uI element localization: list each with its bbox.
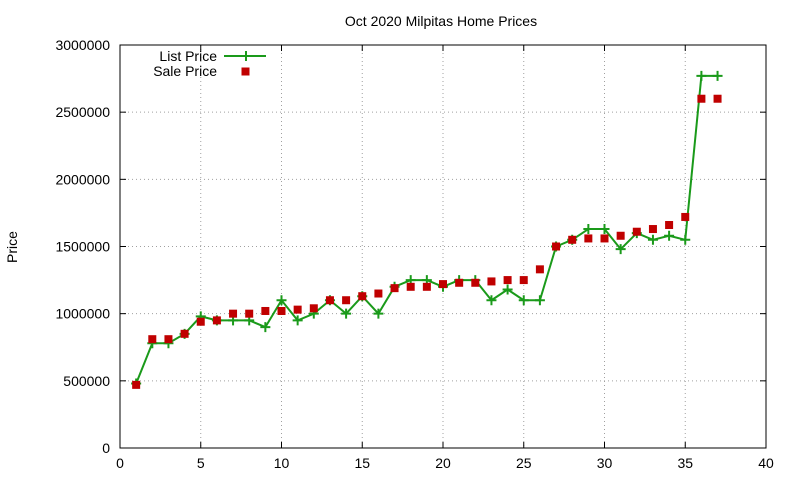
sale-price-point <box>632 227 641 236</box>
list-price-point <box>373 308 384 319</box>
sale-price-point <box>552 242 561 251</box>
sale-price-point <box>648 225 657 234</box>
x-tick-label: 0 <box>116 455 124 471</box>
series-layer <box>131 70 723 389</box>
sale-price-point <box>212 316 221 325</box>
list-price-point <box>534 295 545 306</box>
x-tick-label: 20 <box>435 455 451 471</box>
sale-price-point <box>293 305 302 314</box>
sale-price-point <box>713 94 722 103</box>
x-tick-label: 25 <box>516 455 532 471</box>
list-price-point <box>260 322 271 333</box>
sale-price-point <box>471 278 480 287</box>
x-tick-label: 30 <box>597 455 613 471</box>
series-line-list-price <box>135 74 718 384</box>
x-tick-label: 35 <box>677 455 693 471</box>
sale-price-point <box>342 296 351 305</box>
sale-price-point <box>180 329 189 338</box>
sale-price-point <box>229 309 238 318</box>
sale-price-point <box>697 94 706 103</box>
sale-price-point <box>439 280 447 289</box>
list-price-point <box>680 234 691 245</box>
legend: List Price Sale Price <box>153 48 266 79</box>
y-tick-label: 1500000 <box>55 239 110 255</box>
chart-title: Oct 2020 Milpitas Home Prices <box>345 13 537 29</box>
sale-price-point <box>358 292 367 301</box>
sale-price-point <box>406 282 415 291</box>
x-tick-label: 40 <box>758 455 774 471</box>
sale-price-point <box>503 276 512 285</box>
y-tick-label: 3000000 <box>55 37 110 53</box>
sale-price-point <box>277 306 286 315</box>
list-price-point <box>518 295 529 306</box>
x-tick-label: 5 <box>197 455 205 471</box>
sale-price-point <box>422 282 431 291</box>
list-price-point <box>502 284 513 295</box>
grid-lines <box>120 45 766 448</box>
sale-price-point <box>245 309 254 318</box>
x-tick-label: 15 <box>354 455 370 471</box>
sale-price-point <box>390 284 399 293</box>
y-tick-label: 2500000 <box>55 104 110 120</box>
sale-price-point <box>600 234 609 243</box>
sale-price-point <box>374 289 383 298</box>
list-price-point <box>486 295 497 306</box>
list-price-point <box>583 224 594 235</box>
sale-price-point <box>665 221 674 230</box>
list-price-point <box>615 244 626 255</box>
x-tick-label: 10 <box>274 455 290 471</box>
legend-marker-list-price <box>241 51 251 61</box>
legend-marker-sale-price <box>241 67 250 76</box>
sale-price-point <box>132 380 141 389</box>
list-price-point <box>276 295 287 306</box>
list-price-point <box>292 315 303 326</box>
y-tick-label: 2000000 <box>55 171 110 187</box>
list-price-point <box>696 70 707 81</box>
y-tick-label: 0 <box>102 440 110 456</box>
list-price-point <box>341 308 352 319</box>
sale-price-point <box>616 231 625 240</box>
sale-price-point <box>487 277 496 286</box>
sale-price-point <box>681 212 690 221</box>
sale-price-point <box>309 304 318 313</box>
legend-label-list-price: List Price <box>159 48 217 64</box>
list-price-point <box>712 70 723 81</box>
list-price-point <box>647 234 658 245</box>
sale-price-point <box>584 234 593 243</box>
sale-price-point <box>261 306 270 315</box>
sale-price-point <box>164 335 173 344</box>
list-price-point <box>599 224 610 235</box>
sale-price-point <box>325 296 334 305</box>
axis-ticks: 0 5 10 15 20 25 30 35 40 0 500000 1000000 1500000 200… <box>55 37 774 471</box>
sale-price-point <box>148 335 157 344</box>
y-tick-label: 1000000 <box>55 306 110 322</box>
sale-price-point <box>568 235 577 244</box>
sale-price-point <box>519 276 528 285</box>
sale-price-point <box>196 317 205 326</box>
sale-price-point <box>455 278 464 287</box>
y-axis-label: Price <box>4 231 20 263</box>
y-tick-label: 500000 <box>63 373 110 389</box>
sale-price-point <box>535 265 544 274</box>
list-price-point <box>664 230 675 241</box>
legend-label-sale-price: Sale Price <box>153 63 217 79</box>
